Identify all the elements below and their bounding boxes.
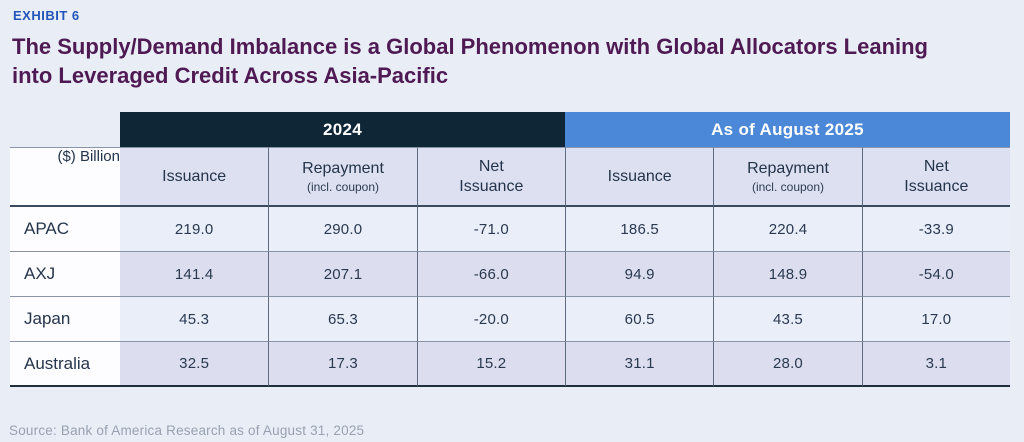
cell-japan-2025-net: 17.0 bbox=[861, 297, 1010, 342]
exhibit-label: EXHIBIT 6 bbox=[13, 8, 80, 23]
header-2024-issuance: Issuance bbox=[120, 147, 269, 207]
page-title-line1: The Supply/Demand Imbalance is a Global … bbox=[12, 34, 928, 59]
header-2025-issuance: Issuance bbox=[564, 147, 714, 207]
cell-japan-2024-net: -20.0 bbox=[416, 297, 565, 342]
cell-japan-2025-issuance: 60.5 bbox=[564, 297, 714, 342]
cell-apac-2025-issuance: 186.5 bbox=[564, 207, 714, 252]
cell-australia-2025-issuance: 31.1 bbox=[564, 342, 714, 387]
cell-apac-2025-repayment: 220.4 bbox=[713, 207, 862, 252]
cell-australia-2024-net: 15.2 bbox=[416, 342, 565, 387]
unit-label: ($) Billion bbox=[57, 148, 120, 165]
cell-australia-2024-repayment: 17.3 bbox=[268, 342, 417, 387]
unit-label-cell: ($) Billion bbox=[10, 147, 120, 207]
source-note: Source: Bank of America Research as of A… bbox=[9, 423, 365, 438]
row-label-australia: Australia bbox=[10, 342, 120, 387]
cell-australia-2024-issuance: 32.5 bbox=[120, 342, 269, 387]
cell-apac-2024-net: -71.0 bbox=[416, 207, 565, 252]
cell-australia-2025-net: 3.1 bbox=[861, 342, 1010, 387]
cell-apac-2024-repayment: 290.0 bbox=[268, 207, 417, 252]
cell-japan-2025-repayment: 43.5 bbox=[713, 297, 862, 342]
row-label-japan: Japan bbox=[10, 297, 120, 342]
cell-japan-2024-issuance: 45.3 bbox=[120, 297, 269, 342]
page-title-line2: into Leveraged Credit Across Asia-Pacifi… bbox=[12, 62, 449, 88]
header-2024-repayment: Repayment (incl. coupon) bbox=[268, 147, 417, 207]
header-2024-net-issuance: Net Issuance bbox=[416, 147, 565, 207]
row-label-apac: APAC bbox=[10, 207, 120, 252]
cell-australia-2025-repayment: 28.0 bbox=[713, 342, 862, 387]
page-title: The Supply/Demand Imbalance is a Global … bbox=[12, 33, 972, 90]
column-group-aug-2025: As of August 2025 bbox=[564, 112, 1010, 147]
data-table: 2024 As of August 2025 ($) Billion Issua… bbox=[10, 112, 1010, 387]
header-2025-repayment: Repayment (incl. coupon) bbox=[713, 147, 862, 207]
cell-apac-2024-issuance: 219.0 bbox=[120, 207, 269, 252]
row-label-axj: AXJ bbox=[10, 252, 120, 297]
cell-axj-2025-issuance: 94.9 bbox=[564, 252, 714, 297]
cell-axj-2024-issuance: 141.4 bbox=[120, 252, 269, 297]
cell-axj-2025-repayment: 148.9 bbox=[713, 252, 862, 297]
cell-axj-2024-net: -66.0 bbox=[416, 252, 565, 297]
cell-apac-2025-net: -33.9 bbox=[861, 207, 1010, 252]
cell-axj-2025-net: -54.0 bbox=[861, 252, 1010, 297]
band-spacer bbox=[10, 112, 120, 147]
header-2025-net-issuance: Net Issuance bbox=[861, 147, 1010, 207]
cell-axj-2024-repayment: 207.1 bbox=[268, 252, 417, 297]
cell-japan-2024-repayment: 65.3 bbox=[268, 297, 417, 342]
column-group-2024: 2024 bbox=[120, 112, 565, 147]
